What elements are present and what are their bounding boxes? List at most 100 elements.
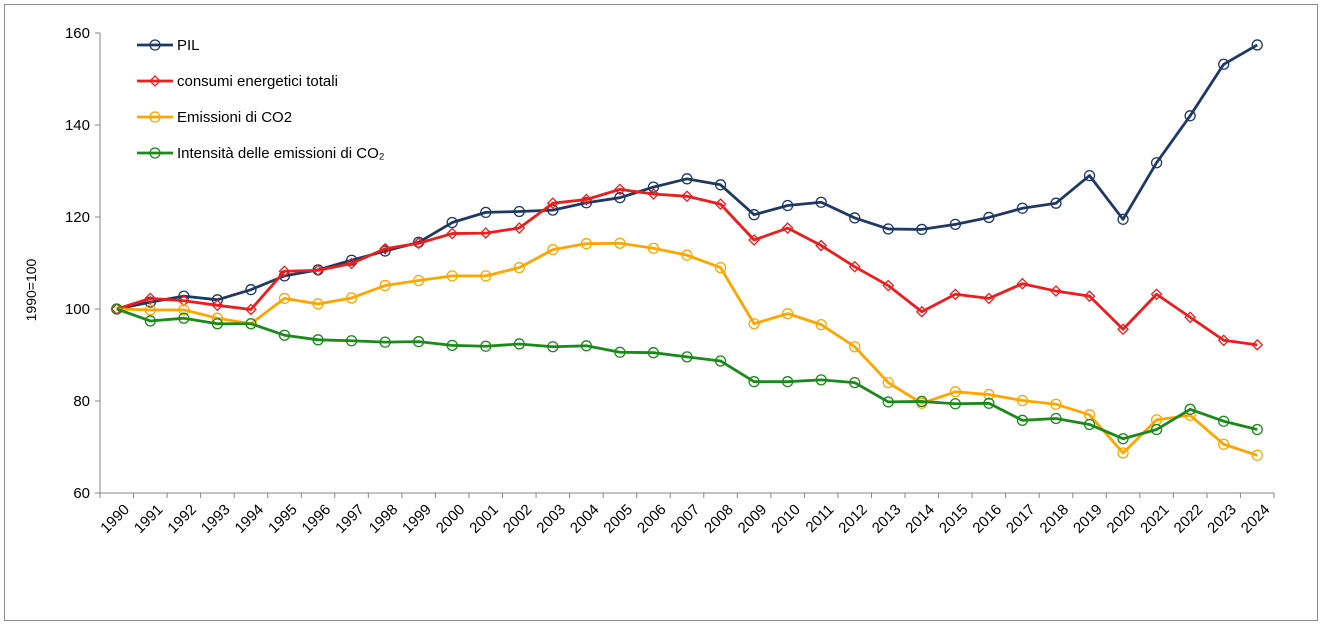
data-point — [345, 257, 358, 270]
data-point — [614, 192, 626, 204]
data-point — [983, 211, 995, 224]
data-point — [413, 336, 425, 348]
data-point — [748, 234, 761, 246]
data-point — [278, 292, 291, 305]
x-tick-label: 1990 — [97, 501, 133, 537]
data-point — [245, 284, 257, 296]
data-point — [379, 242, 392, 255]
data-point — [748, 376, 760, 388]
data-point — [278, 329, 291, 341]
series-line — [116, 187, 1258, 347]
data-point — [949, 218, 961, 231]
data-point — [781, 307, 794, 320]
data-point — [1217, 334, 1230, 347]
data-point — [882, 396, 894, 408]
data-point — [681, 173, 693, 185]
data-point — [345, 292, 358, 304]
data-point — [1251, 449, 1263, 461]
x-tick-label: 2002 — [500, 501, 536, 537]
data-point — [1083, 418, 1096, 431]
x-tick-label: 2023 — [1204, 501, 1240, 537]
data-point — [748, 209, 760, 221]
data-point — [1016, 394, 1029, 407]
data-point — [1117, 447, 1129, 459]
data-point — [1050, 412, 1062, 425]
data-point — [714, 261, 727, 274]
data-point — [916, 395, 928, 408]
data-point — [1117, 323, 1129, 336]
data-point — [647, 181, 660, 193]
x-tick-label: 2004 — [567, 501, 603, 537]
x-tick-label: 1994 — [232, 501, 268, 537]
y-tick-label: 140 — [65, 117, 90, 134]
data-point — [647, 347, 660, 359]
data-point — [681, 249, 693, 261]
data-point — [1251, 423, 1263, 436]
data-point — [1150, 423, 1163, 436]
data-point — [815, 239, 828, 252]
data-point — [245, 318, 257, 330]
chart-frame — [4, 4, 1318, 621]
data-point — [848, 260, 861, 273]
data-point — [1218, 415, 1230, 427]
data-point — [614, 237, 626, 249]
data-point — [480, 340, 492, 352]
data-point — [815, 318, 827, 331]
data-point — [446, 227, 459, 240]
y-tick-label: 100 — [65, 301, 90, 318]
data-point — [312, 264, 324, 277]
x-tick-label: 2017 — [1003, 501, 1039, 537]
data-point — [915, 305, 928, 318]
data-point — [647, 242, 660, 254]
data-point — [513, 261, 525, 274]
axes: 60 80 100 120 140 160 199019911992199319941995… — [65, 25, 1275, 537]
x-tick-label: 1993 — [198, 501, 234, 537]
data-point — [345, 335, 358, 347]
data-point — [849, 376, 861, 389]
x-tick-label: 1999 — [399, 501, 435, 537]
data-point — [580, 340, 593, 352]
data-point — [714, 355, 727, 367]
data-point — [547, 341, 559, 353]
data-point — [613, 183, 626, 196]
data-point — [144, 292, 157, 305]
data-point — [614, 346, 626, 358]
data-point — [815, 374, 827, 386]
x-tick-label: 1991 — [131, 501, 167, 537]
data-point — [647, 188, 660, 200]
data-point — [547, 204, 559, 216]
x-tick-label: 2012 — [835, 501, 871, 537]
data-point — [245, 303, 257, 316]
x-tick-label: 2024 — [1238, 501, 1274, 537]
data-point — [815, 196, 827, 208]
legend-label: consumi energetici totali — [177, 73, 338, 90]
data-point — [781, 222, 794, 234]
data-point — [1251, 39, 1263, 51]
x-tick-label: 1992 — [164, 501, 200, 537]
x-tick-label: 1995 — [265, 501, 301, 537]
legend-label: Intensità delle emissioni di CO₂ — [177, 145, 385, 162]
data-point — [580, 193, 593, 206]
data-point — [781, 199, 794, 212]
data-point — [546, 197, 559, 210]
data-point — [1050, 398, 1062, 410]
legend-marker — [149, 39, 161, 51]
x-tick-label: 2009 — [735, 501, 771, 537]
x-tick-label: 2000 — [433, 501, 469, 537]
x-tick-label: 1996 — [299, 501, 335, 537]
data-point — [178, 304, 190, 316]
x-tick-label: 2018 — [1037, 501, 1073, 537]
data-point — [882, 376, 894, 389]
data-point — [1150, 157, 1163, 169]
data-point — [1218, 438, 1230, 450]
data-point — [1050, 285, 1062, 297]
data-point — [1016, 277, 1029, 290]
data-point — [849, 341, 861, 353]
series-line — [116, 241, 1258, 457]
data-point — [111, 303, 123, 315]
data-point — [312, 298, 324, 310]
data-point — [446, 270, 458, 282]
data-point — [211, 318, 224, 330]
data-point — [1218, 58, 1230, 70]
